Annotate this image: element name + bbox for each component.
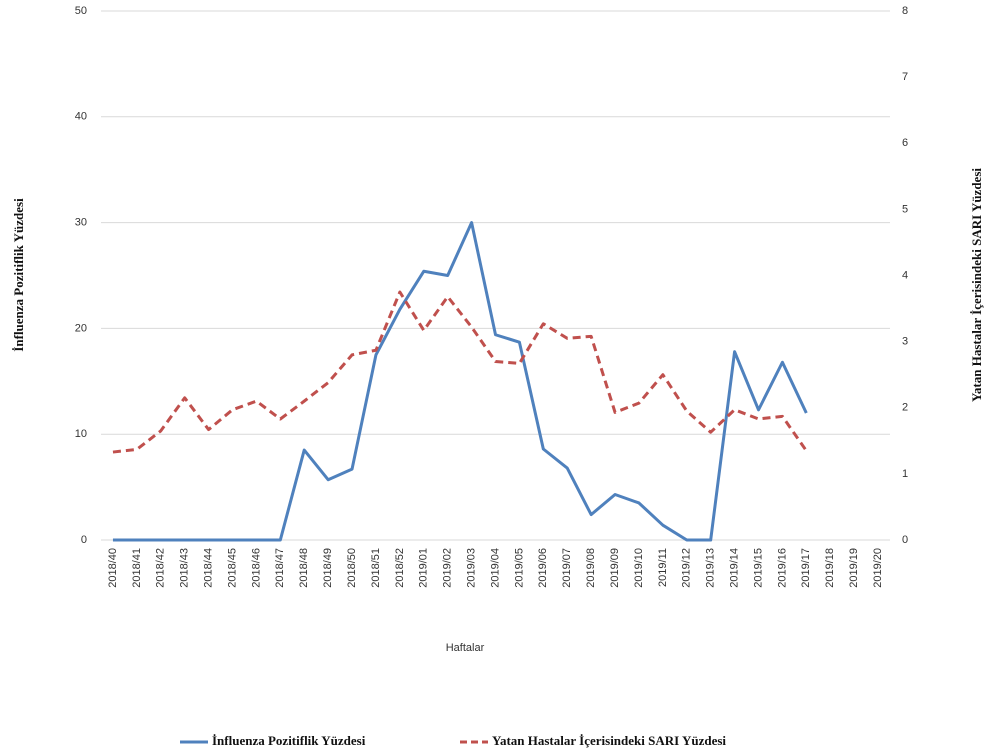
series-line xyxy=(112,221,808,542)
y2-axis-label: Yatan Hastalar İçerisindeki SARI Yüzdesi xyxy=(969,168,984,402)
x-tick-label: 2019/17 xyxy=(800,548,812,588)
y-tick-label: 40 xyxy=(75,111,87,123)
y2-tick-label: 6 xyxy=(902,137,908,149)
x-tick-label: 2019/07 xyxy=(561,548,573,588)
x-tick-label: 2019/14 xyxy=(728,548,740,588)
x-tick-label: 2019/05 xyxy=(513,548,525,588)
x-tick-label: 2019/12 xyxy=(681,548,693,588)
x-tick-label: 2019/18 xyxy=(824,548,836,588)
y2-tick-label: 7 xyxy=(902,71,908,83)
x-tick-label: 2018/51 xyxy=(370,548,382,588)
y2-tick-label: 1 xyxy=(902,468,908,480)
y2-tick-label: 8 xyxy=(902,5,908,17)
legend-label: İnfluenza Pozitiflik Yüzdesi xyxy=(212,733,366,748)
x-tick-label: 2019/01 xyxy=(418,548,430,588)
x-axis-label: Haftalar xyxy=(446,642,485,654)
x-tick-label: 2019/11 xyxy=(657,548,669,587)
x-tick-label: 2018/49 xyxy=(322,548,334,588)
x-tick-label: 2018/42 xyxy=(155,548,167,588)
y-tick-label: 0 xyxy=(81,534,87,546)
y-tick-label: 20 xyxy=(75,322,87,334)
x-tick-label: 2019/03 xyxy=(465,548,477,588)
y2-tick-label: 2 xyxy=(902,402,908,414)
series-line xyxy=(112,290,808,454)
y-tick-label: 30 xyxy=(75,217,87,229)
x-tick-label: 2019/20 xyxy=(872,548,884,588)
x-tick-label: 2018/46 xyxy=(250,548,262,588)
x-tick-label: 2019/06 xyxy=(537,548,549,588)
x-tick-label: 2019/04 xyxy=(489,548,501,588)
x-tick-label: 2018/41 xyxy=(131,548,143,588)
y-tick-label: 10 xyxy=(75,428,87,440)
x-tick-label: 2019/16 xyxy=(776,548,788,588)
x-tick-label: 2018/44 xyxy=(202,548,214,588)
y2-tick-label: 4 xyxy=(902,269,908,281)
y-axis-label: İnfluenza Pozitiflik Yüzdesi xyxy=(11,198,26,352)
y2-tick-label: 3 xyxy=(902,336,908,348)
y2-tick-label: 5 xyxy=(902,203,908,215)
x-tick-label: 2019/09 xyxy=(609,548,621,588)
x-tick-label: 2018/43 xyxy=(179,548,191,588)
y2-tick-label: 0 xyxy=(902,534,908,546)
x-tick-label: 2018/50 xyxy=(346,548,358,588)
x-tick-label: 2018/48 xyxy=(298,548,310,588)
x-tick-label: 2018/47 xyxy=(274,548,286,588)
x-tick-label: 2018/45 xyxy=(226,548,238,588)
x-tick-label: 2019/02 xyxy=(442,548,454,588)
x-tick-label: 2018/52 xyxy=(394,548,406,588)
x-tick-label: 2018/40 xyxy=(107,548,119,588)
x-tick-label: 2019/15 xyxy=(752,548,764,588)
x-tick-label: 2019/19 xyxy=(848,548,860,588)
x-tick-label: 2019/08 xyxy=(585,548,597,588)
legend-label: Yatan Hastalar İçerisindeki SARI Yüzdesi xyxy=(492,733,726,748)
x-tick-label: 2019/13 xyxy=(705,548,717,588)
x-tick-label: 2019/10 xyxy=(633,548,645,588)
y-tick-label: 50 xyxy=(75,5,87,17)
